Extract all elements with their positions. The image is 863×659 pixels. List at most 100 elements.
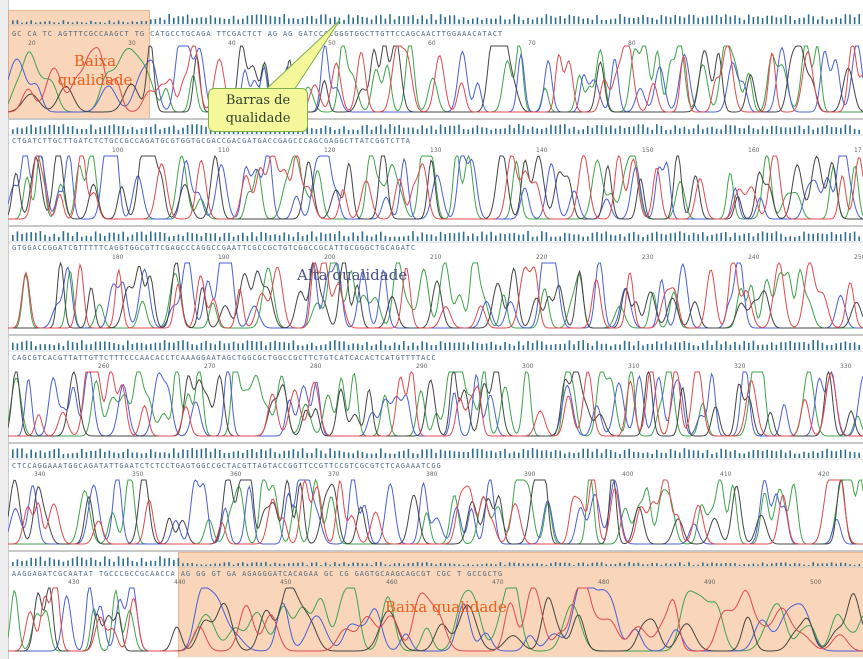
quality-bar — [784, 15, 787, 24]
quality-bar — [656, 449, 658, 458]
position-label: 350 — [132, 471, 144, 478]
quality-bar — [518, 234, 520, 241]
quality-bar — [163, 127, 166, 134]
quality-bar — [784, 452, 787, 458]
quality-bar — [550, 15, 552, 24]
quality-bar — [223, 343, 226, 350]
quality-bar — [720, 129, 722, 134]
quality-bar — [513, 14, 515, 24]
quality-bar — [393, 342, 396, 350]
quality-bar — [706, 449, 709, 458]
trace-line-G — [8, 370, 863, 437]
quality-bar — [513, 345, 515, 350]
quality-bar — [738, 564, 741, 566]
quality-bar — [849, 564, 851, 566]
quality-bar — [633, 451, 635, 458]
quality-bar — [481, 564, 483, 566]
quality-bar — [812, 340, 814, 350]
quality-bar — [398, 451, 400, 458]
quality-bar — [315, 448, 318, 458]
position-label: 450 — [280, 579, 292, 586]
quality-bar — [90, 20, 92, 24]
quality-bar — [168, 236, 170, 241]
quality-bar — [587, 564, 589, 566]
quality-bar — [361, 125, 364, 134]
quality-bar — [844, 341, 847, 350]
quality-bar — [62, 346, 65, 350]
quality-bar — [283, 450, 285, 458]
quality-bar — [453, 125, 456, 134]
quality-bar — [85, 22, 88, 24]
quality-bar — [830, 562, 833, 566]
quality-bar — [39, 231, 42, 241]
sequence-text-row-5: CTCCAGGAAATGGCAGATATTGAATCTCTCCTGAGTGGCC… — [12, 462, 442, 470]
quality-bar — [729, 344, 732, 350]
quality-bar — [596, 125, 598, 134]
quality-bar — [711, 454, 713, 458]
quality-bar — [237, 235, 239, 241]
quality-bar — [853, 231, 856, 241]
quality-bar — [131, 127, 134, 134]
quality-bar — [817, 452, 819, 458]
quality-bar — [725, 449, 727, 458]
quality-bar — [679, 562, 681, 566]
quality-bar — [219, 236, 221, 241]
quality-bar — [127, 22, 129, 24]
quality-bar — [366, 235, 368, 241]
quality-bar — [550, 124, 552, 134]
quality-bar — [375, 126, 377, 134]
quality-bar — [99, 448, 101, 458]
quality-bar — [623, 563, 626, 566]
position-label: 200 — [324, 254, 336, 261]
quality-bar — [76, 556, 78, 566]
quality-bar — [44, 21, 46, 24]
quality-bar — [127, 448, 129, 458]
quality-bar — [44, 560, 46, 566]
quality-bar — [30, 449, 32, 458]
quality-bar — [186, 232, 189, 241]
quality-bar — [794, 126, 796, 134]
quality-bar — [660, 233, 663, 241]
quality-bar — [490, 563, 492, 566]
quality-bar — [490, 18, 492, 24]
quality-bar — [748, 233, 750, 241]
quality-bar — [844, 14, 847, 24]
quality-bar — [108, 125, 111, 134]
low-quality-region-end — [178, 552, 863, 657]
quality-bar — [352, 562, 354, 566]
quality-bar — [58, 343, 60, 350]
quality-bar — [412, 127, 414, 134]
quality-bar — [44, 234, 46, 241]
quality-bar — [228, 232, 230, 241]
position-label: 390 — [524, 471, 536, 478]
quality-bar — [25, 21, 28, 24]
trace-graph-row-2 — [8, 124, 863, 220]
quality-bar — [807, 452, 810, 458]
quality-bar — [481, 343, 483, 350]
quality-bar — [94, 22, 97, 24]
quality-bar — [472, 127, 474, 134]
quality-bar — [412, 342, 414, 350]
quality-bar — [357, 562, 359, 566]
quality-bar — [200, 343, 203, 350]
quality-bar — [679, 128, 681, 134]
quality-bar — [504, 19, 506, 24]
quality-bar — [329, 448, 331, 458]
quality-bar — [76, 452, 78, 458]
quality-bar — [223, 232, 226, 241]
quality-bar — [656, 341, 658, 350]
quality-bar — [389, 564, 391, 566]
quality-bar — [16, 127, 19, 134]
quality-bar — [131, 21, 134, 24]
quality-bar — [228, 452, 230, 458]
quality-bar — [591, 127, 594, 134]
quality-bar — [807, 14, 810, 24]
quality-bar — [232, 236, 235, 241]
quality-bar — [559, 236, 561, 241]
quality-bar — [669, 449, 672, 458]
quality-bar — [761, 18, 764, 24]
position-label: 190 — [218, 254, 230, 261]
quality-bar — [605, 564, 607, 566]
quality-bar — [573, 234, 575, 241]
